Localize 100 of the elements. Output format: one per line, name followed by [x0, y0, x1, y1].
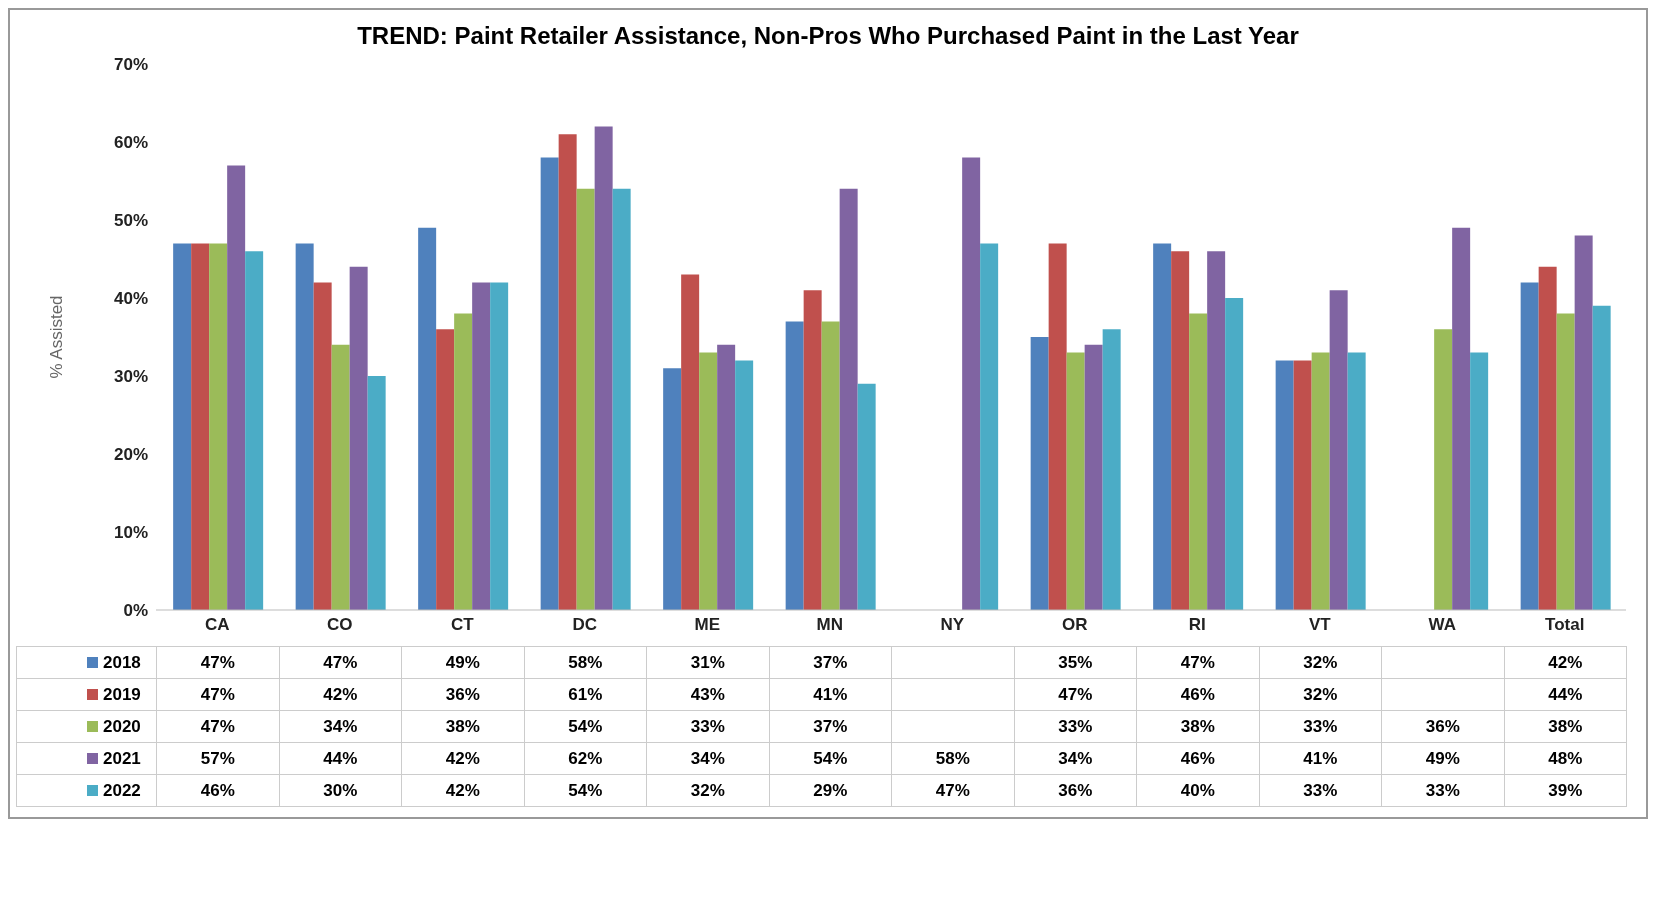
data-label: 54% — [769, 742, 892, 775]
data-label: 29% — [769, 774, 892, 807]
data-label: 47% — [1014, 678, 1137, 711]
data-label: 36% — [1014, 774, 1137, 807]
data-label: 62% — [524, 742, 647, 775]
bar — [594, 126, 613, 610]
bar — [785, 321, 804, 610]
data-label: 41% — [1259, 742, 1382, 775]
data-label: 31% — [646, 646, 769, 679]
data-label: 41% — [769, 678, 892, 711]
bar — [1311, 352, 1330, 610]
data-label: 57% — [156, 742, 279, 775]
bar — [1066, 352, 1085, 610]
bar — [839, 188, 858, 610]
data-label: 34% — [646, 742, 769, 775]
data-label: 49% — [401, 646, 524, 679]
data-label: 39% — [1504, 774, 1627, 807]
bar — [1470, 352, 1489, 610]
x-tick-label: WA — [1428, 615, 1456, 635]
data-label: 48% — [1504, 742, 1627, 775]
x-tick-label: ME — [694, 615, 720, 635]
x-tick-label: RI — [1188, 615, 1206, 635]
data-label: 38% — [1136, 710, 1259, 743]
bar — [699, 352, 718, 610]
bar — [1189, 313, 1208, 610]
legend-label: 2020 — [16, 710, 157, 743]
bar — [313, 282, 332, 610]
data-label: 33% — [646, 710, 769, 743]
bar — [331, 344, 350, 610]
bar — [1275, 360, 1294, 610]
data-label: 32% — [1259, 646, 1382, 679]
y-tick-label: 60% — [113, 133, 148, 153]
data-label: 36% — [401, 678, 524, 711]
bar — [1225, 298, 1244, 610]
data-label: 58% — [891, 742, 1014, 775]
data-label: 37% — [769, 710, 892, 743]
bar — [1207, 251, 1226, 610]
bar — [803, 290, 822, 610]
data-label: 38% — [1504, 710, 1627, 743]
bar — [962, 157, 981, 610]
bar — [576, 188, 595, 610]
x-tick-label: CA — [204, 615, 230, 635]
bar — [612, 188, 631, 610]
x-tick-label: VT — [1308, 615, 1332, 635]
bar — [1574, 235, 1593, 610]
data-label: 32% — [646, 774, 769, 807]
bar — [1556, 313, 1575, 610]
legend-label: 2022 — [16, 774, 157, 807]
y-axis-title: % Assisted — [47, 295, 67, 379]
bar — [349, 266, 368, 610]
legend-label: 2018 — [16, 646, 157, 679]
data-label: 34% — [279, 710, 402, 743]
bar — [1293, 360, 1312, 610]
data-label: 54% — [524, 774, 647, 807]
data-label: 42% — [401, 742, 524, 775]
data-label: 40% — [1136, 774, 1259, 807]
data-label: 47% — [156, 678, 279, 711]
bar — [1030, 337, 1049, 610]
bar — [209, 243, 228, 610]
legend-label: 2021 — [16, 742, 157, 775]
y-tick-label: 30% — [113, 367, 148, 387]
data-label: 33% — [1014, 710, 1137, 743]
bar — [436, 329, 455, 610]
bar — [191, 243, 210, 610]
data-label: 58% — [524, 646, 647, 679]
data-label: 44% — [279, 742, 402, 775]
data-label: 61% — [524, 678, 647, 711]
bar — [821, 321, 840, 610]
bar — [980, 243, 999, 610]
data-label: 42% — [279, 678, 402, 711]
data-label: 47% — [891, 774, 1014, 807]
data-label: 30% — [279, 774, 402, 807]
x-tick-label: CT — [450, 615, 475, 635]
bar — [681, 274, 700, 610]
y-tick-label: 10% — [113, 523, 148, 543]
data-label: 33% — [1259, 774, 1382, 807]
bar — [454, 313, 473, 610]
bar — [367, 376, 386, 610]
bar — [1592, 305, 1611, 610]
y-tick-label: 40% — [113, 289, 148, 309]
data-label: 37% — [769, 646, 892, 679]
data-label: 44% — [1504, 678, 1627, 711]
chart-title: TREND: Paint Retailer Assistance, Non-Pros Who Purchased Paint in the Last Year — [356, 22, 1300, 50]
bar — [717, 344, 736, 610]
bar — [663, 368, 682, 610]
bar — [1102, 329, 1121, 610]
data-label: 46% — [156, 774, 279, 807]
x-tick-label: NY — [940, 615, 965, 635]
bar — [1084, 344, 1103, 610]
bar — [735, 360, 754, 610]
bar — [1048, 243, 1067, 610]
bar — [1347, 352, 1366, 610]
y-tick-label: 0% — [123, 601, 148, 621]
bar — [1171, 251, 1190, 610]
bar — [1434, 329, 1453, 610]
legend-label: 2019 — [16, 678, 157, 711]
x-tick-label: OR — [1062, 615, 1088, 635]
bar — [1452, 227, 1471, 610]
bar — [1538, 266, 1557, 610]
bar — [1520, 282, 1539, 610]
